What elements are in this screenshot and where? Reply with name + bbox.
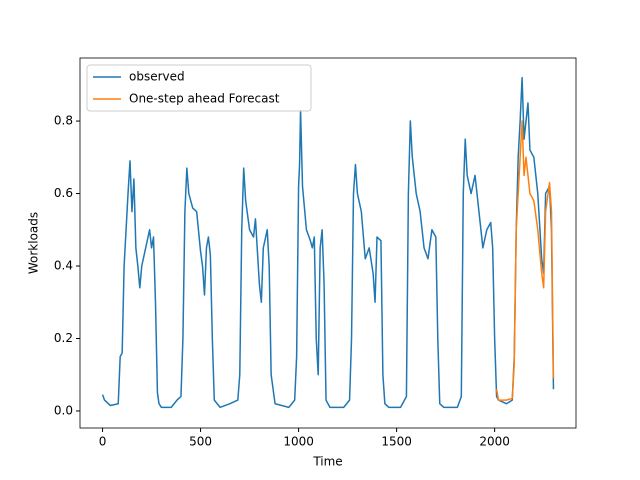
x-tick-label: 2000 [479, 435, 510, 449]
x-axis-label: Time [312, 455, 342, 469]
y-axis-label: Workloads [27, 212, 41, 274]
x-tick-label: 1500 [381, 435, 412, 449]
series-line [495, 120, 555, 401]
y-tick-label: 0.2 [54, 331, 73, 345]
legend-label: observed [129, 70, 185, 84]
plot-frame [79, 57, 577, 429]
x-tick-label: 0 [99, 435, 107, 449]
series-line [101, 76, 555, 409]
legend-box [86, 64, 312, 112]
x-tick-label: 500 [189, 435, 212, 449]
y-tick-label: 0.8 [54, 114, 73, 128]
y-tick-label: 0.6 [54, 186, 73, 200]
y-tick-label: 0.4 [54, 259, 73, 273]
x-tick-label: 1000 [283, 435, 314, 449]
y-tick-label: 0.0 [54, 403, 73, 417]
legend-label: One-step ahead Forecast [129, 92, 280, 106]
